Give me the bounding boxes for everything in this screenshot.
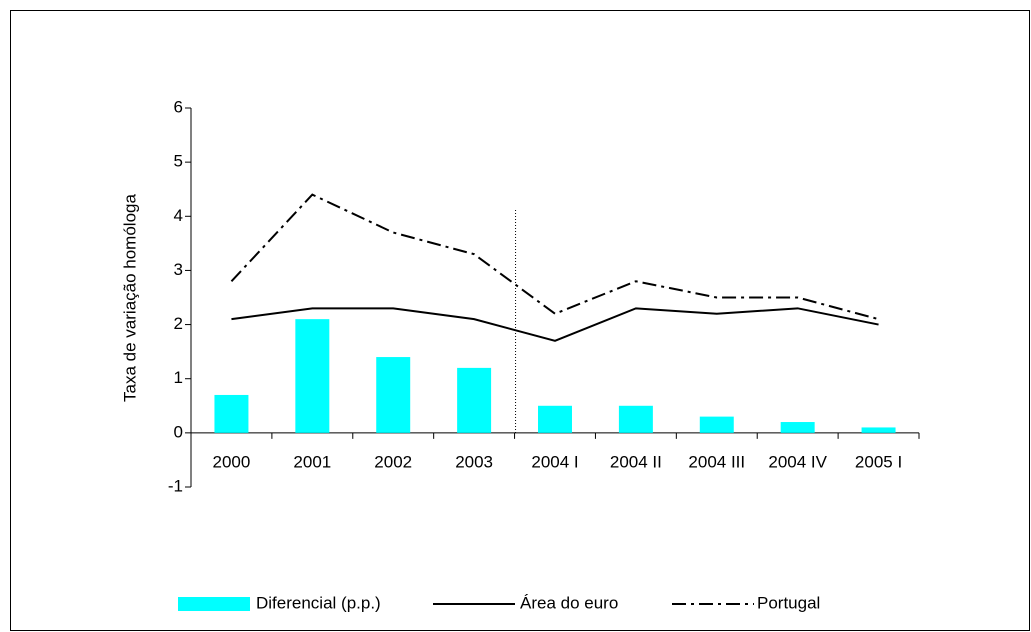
bar bbox=[699, 416, 734, 433]
y-tick-label: 6 bbox=[174, 97, 183, 116]
legend-label: Área do euro bbox=[520, 593, 618, 612]
legend-swatch bbox=[178, 597, 250, 611]
y-tick-label: 1 bbox=[174, 368, 183, 387]
bar bbox=[861, 427, 896, 433]
bar bbox=[538, 405, 572, 433]
y-tick-label: -1 bbox=[168, 476, 183, 495]
y-axis-label: Taxa de variação homóloga bbox=[120, 194, 139, 402]
x-tick-label: 2003 bbox=[455, 452, 493, 471]
legend-label: Portugal bbox=[757, 593, 820, 612]
y-tick-label: 3 bbox=[174, 260, 183, 279]
x-tick-label: 2004 I bbox=[531, 452, 578, 471]
x-tick-label: 2005 I bbox=[855, 452, 902, 471]
x-tick-label: 2001 bbox=[293, 452, 331, 471]
bar bbox=[214, 394, 249, 433]
y-tick-label: 0 bbox=[174, 422, 183, 441]
chart-border bbox=[10, 10, 1030, 631]
legend-label: Diferencial (p.p.) bbox=[256, 593, 381, 612]
bar bbox=[295, 319, 330, 433]
y-tick-label: 5 bbox=[174, 152, 183, 171]
x-tick-label: 2004 III bbox=[688, 452, 745, 471]
bar bbox=[618, 405, 653, 433]
y-tick-label: 4 bbox=[174, 206, 183, 225]
bar bbox=[457, 367, 492, 433]
bar bbox=[780, 422, 815, 433]
x-tick-label: 2000 bbox=[213, 452, 251, 471]
line bbox=[230, 193, 879, 321]
line bbox=[231, 307, 879, 342]
y-tick-label: 2 bbox=[174, 314, 183, 333]
x-tick-label: 2004 IV bbox=[768, 452, 827, 471]
x-tick-label: 2002 bbox=[374, 452, 412, 471]
x-tick-label: 2004 II bbox=[610, 452, 662, 471]
bar bbox=[376, 357, 411, 433]
